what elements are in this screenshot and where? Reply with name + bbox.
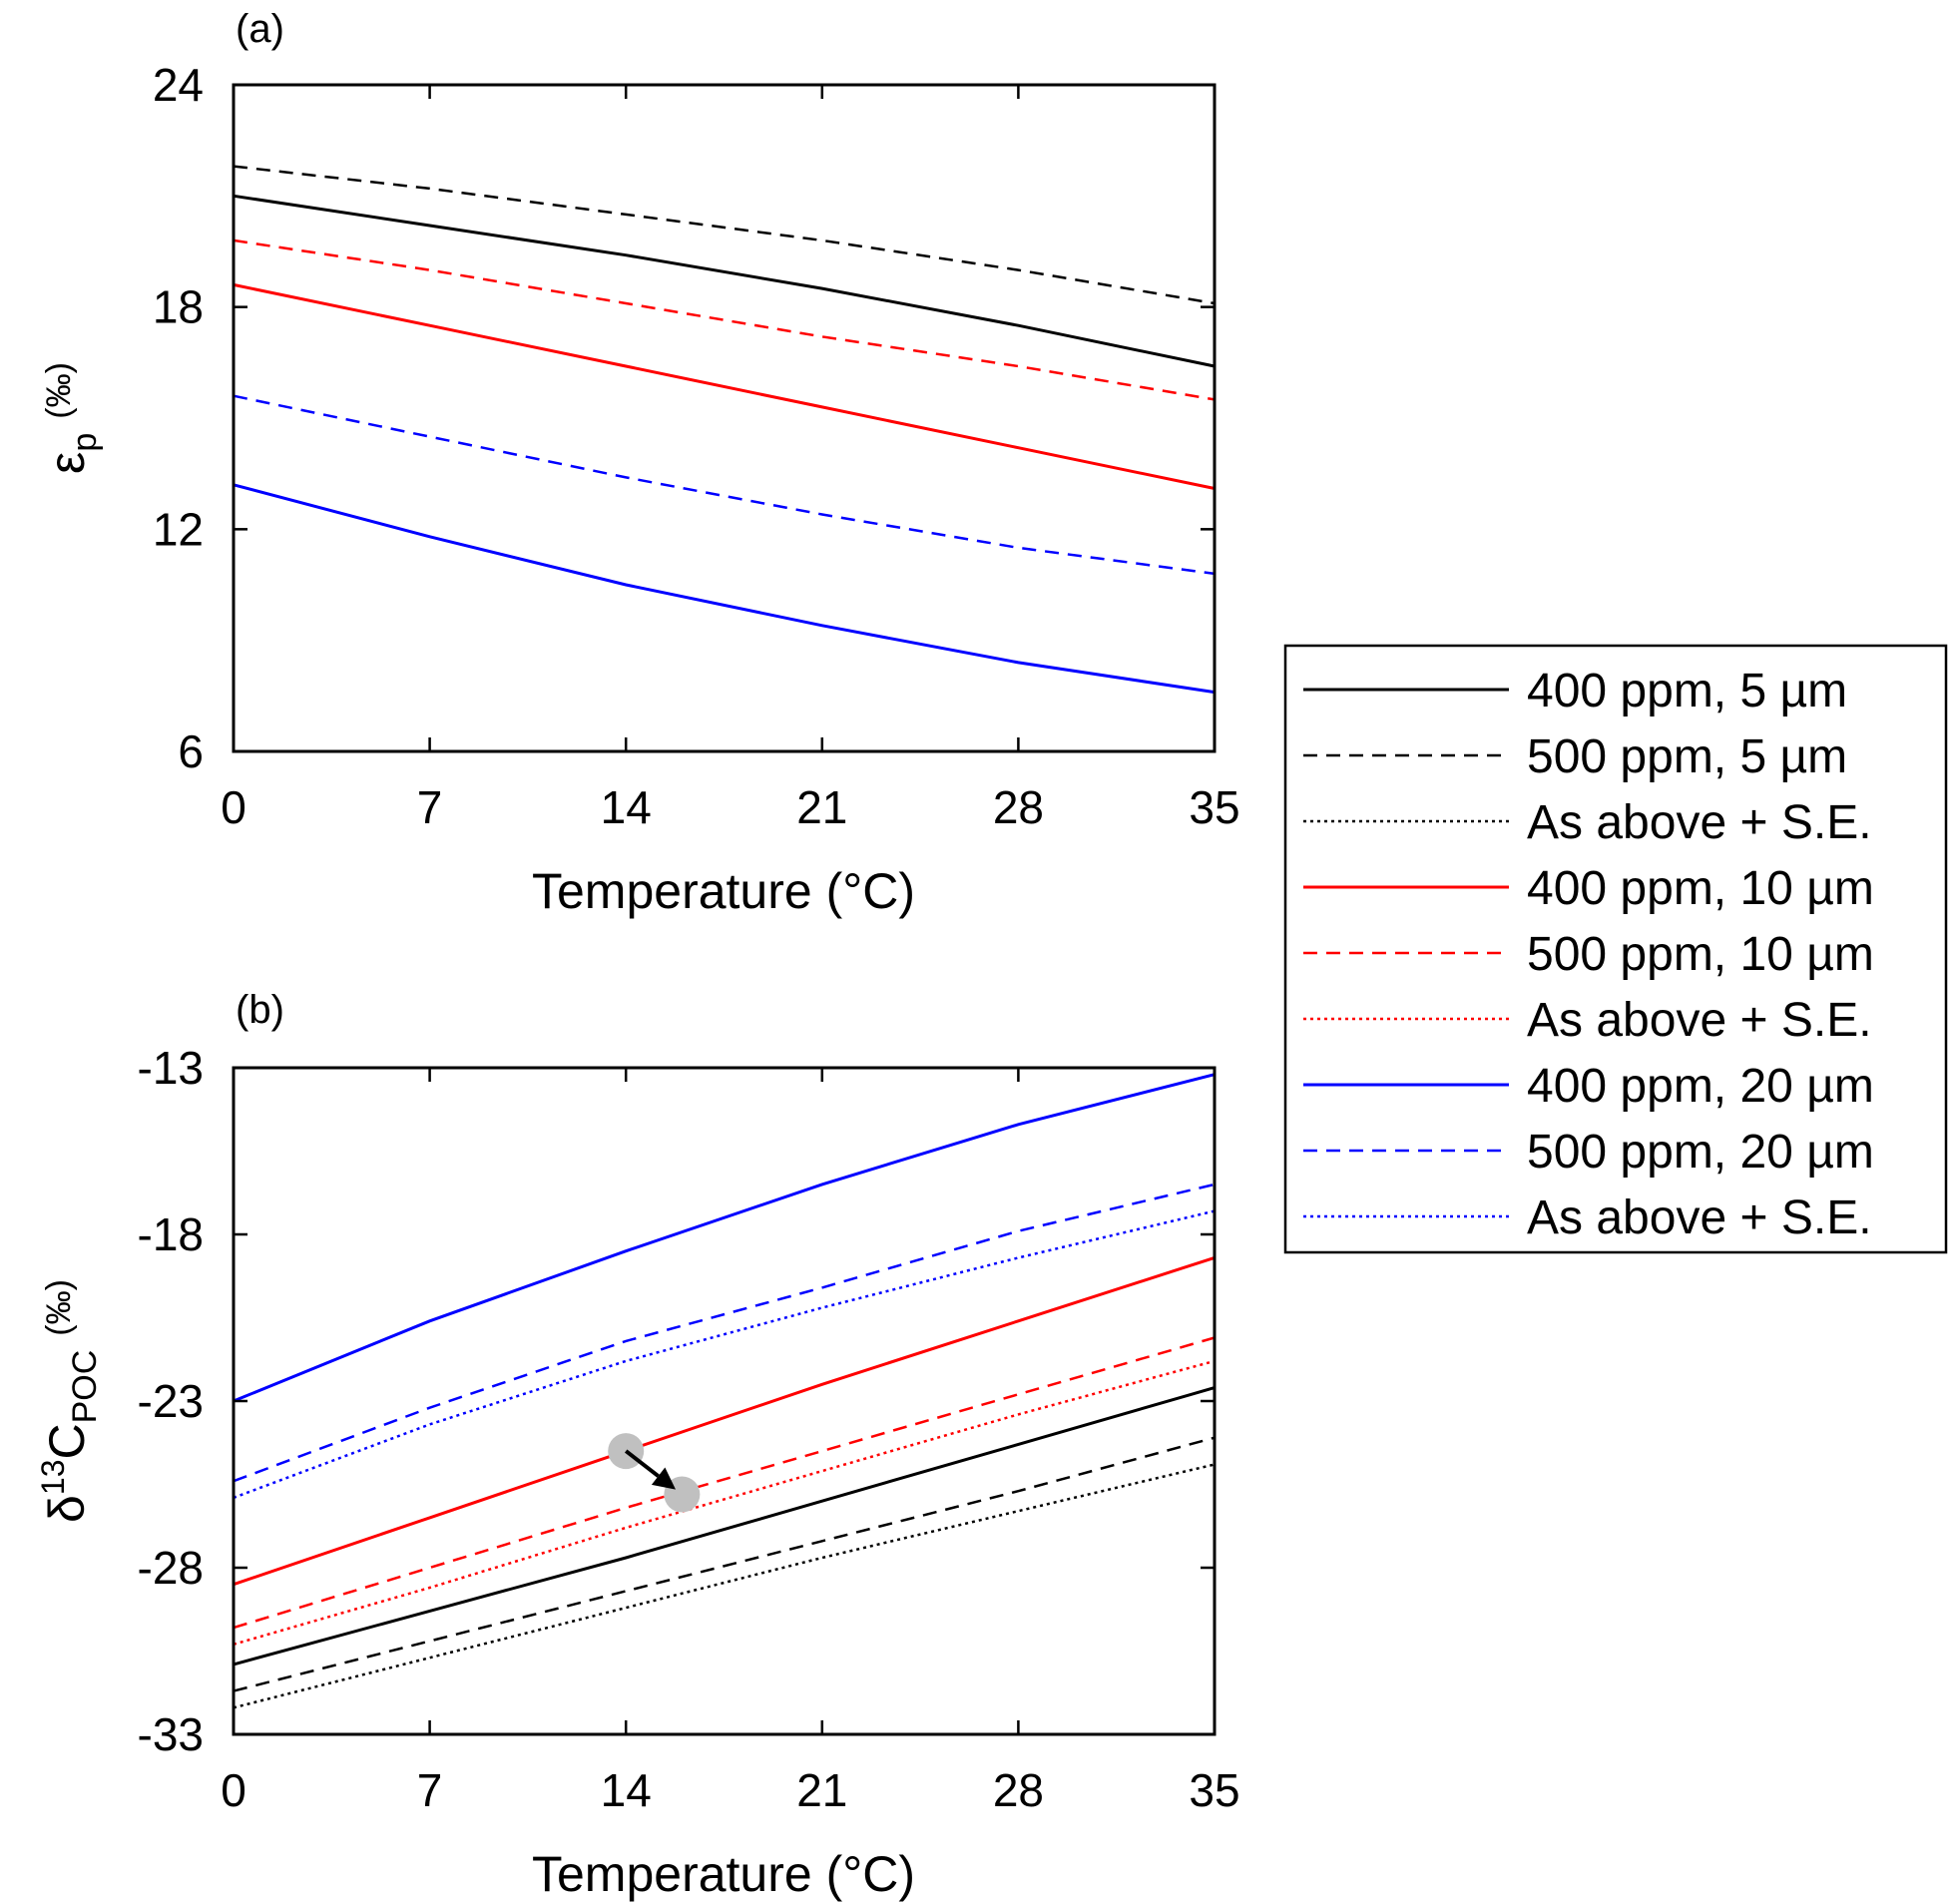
- panel-a-series-0-line: [233, 194, 1216, 368]
- panel-b-y-axis-label: δ13CPOC (‰): [35, 1279, 104, 1523]
- panel-b-x-tick-label: 7: [417, 1764, 443, 1816]
- panel-b-x-tick-label: 0: [221, 1764, 246, 1816]
- panel-b-y-ticks: -33 -28 -23 -18 -13: [138, 1042, 1215, 1760]
- legend-label: As above + S.E.: [1527, 994, 1872, 1047]
- legend-entries: 400 ppm, 5 µm 500 ppm, 5 µm As above + S.E…: [1303, 665, 1874, 1244]
- legend-label: 500 ppm, 10 µm: [1527, 928, 1874, 981]
- panel-b-series-8-line: [233, 1209, 1216, 1500]
- panel-b-y-tick-label: -33: [138, 1708, 204, 1760]
- panel-b-series-7-line: [233, 1183, 1216, 1483]
- panel-b-series-2-line: [233, 1463, 1216, 1709]
- legend-label: As above + S.E.: [1527, 796, 1872, 849]
- panel-b-series-1-line: [233, 1436, 1216, 1692]
- panel-b-x-axis-label: Temperature (°C): [532, 1846, 915, 1902]
- panel-b-y-tick-label: -13: [138, 1042, 204, 1094]
- panel-b-y-tick-label: -28: [138, 1542, 204, 1594]
- panel-a-x-tick-label: 7: [417, 781, 443, 833]
- panel-b-series: [233, 1073, 1216, 1709]
- panel-b-y-axis-symbol-c: C: [39, 1423, 95, 1459]
- panel-a-series-1-line: [233, 165, 1216, 305]
- panel-b-y-axis-unit: (‰): [40, 1279, 78, 1336]
- panel-a-x-tick-label: 35: [1189, 781, 1239, 833]
- panel-b-x-tick-label: 35: [1189, 1764, 1239, 1816]
- panel-b-series-0-line: [233, 1386, 1216, 1666]
- panel-a-series-5-line: [233, 394, 1216, 576]
- panel-a-plot-frame: [232, 83, 1217, 753]
- panel-b-annotation-arrow: [608, 1433, 701, 1513]
- panel-a-x-tick-label: 28: [993, 781, 1044, 833]
- panel-b-series-3-line: [233, 1255, 1216, 1587]
- panel-a-y-ticks: 6 12 18 24: [153, 59, 1215, 777]
- panel-a-label: (a): [236, 7, 284, 51]
- panel-a-y-tick-label: 18: [153, 281, 204, 333]
- panel-b-y-tick-label: -23: [138, 1375, 204, 1427]
- legend-label: 400 ppm, 10 µm: [1527, 862, 1874, 915]
- legend-label: 400 ppm, 5 µm: [1527, 665, 1847, 717]
- panel-a-y-axis-subscript: p: [66, 433, 104, 452]
- panel-a-x-axis-label: Temperature (°C): [532, 863, 915, 919]
- panel-b-x-tick-label: 21: [796, 1764, 847, 1816]
- panel-a-y-axis-label: εp (‰): [39, 362, 104, 474]
- panel-a-series: [233, 165, 1216, 695]
- panel-a-y-tick-label: 24: [153, 59, 204, 111]
- panel-a-series-3-line: [233, 238, 1216, 401]
- panel-b-series-6-line: [233, 1073, 1216, 1403]
- panel-b-y-axis-superscript: 13: [35, 1460, 71, 1496]
- annotation-arrow-shaft: [624, 1449, 660, 1478]
- panel-a-y-axis-unit: (‰): [40, 362, 78, 419]
- panel-a-y-axis-symbol: ε: [39, 452, 95, 474]
- legend: 400 ppm, 5 µm 500 ppm, 5 µm As above + S.E…: [1283, 644, 1948, 1254]
- panel-b-x-ticks: 0 7 14 21 28 35: [221, 1068, 1240, 1816]
- annotation-arrow-head: [651, 1467, 677, 1490]
- panel-b-x-tick-label: 28: [993, 1764, 1044, 1816]
- panel-b-y-axis-symbol: δ: [39, 1495, 95, 1523]
- legend-label: 500 ppm, 20 µm: [1527, 1126, 1874, 1179]
- panel-b-label: (b): [236, 988, 284, 1032]
- panel-b-x-tick-label: 14: [601, 1764, 652, 1816]
- panel-a-x-tick-label: 0: [221, 781, 246, 833]
- panel-b-series-5-line: [233, 1359, 1216, 1647]
- panel-a-x-ticks: 0 7 14 21 28 35: [221, 85, 1240, 833]
- panel-a-series-4-line: [233, 483, 1216, 695]
- panel-a-series-2-line: [233, 282, 1216, 490]
- panel-b-y-axis-subscript: POC: [66, 1350, 104, 1424]
- legend-label: As above + S.E.: [1527, 1191, 1872, 1244]
- panel-a-x-tick-label: 14: [601, 781, 652, 833]
- panel-a-y-tick-label: 6: [178, 725, 204, 777]
- panel-b: (b) 0 7 14 21 28 35 -33 -28 -23 -18 -13 Temperatu…: [35, 988, 1240, 1902]
- panel-b-y-tick-label: -18: [138, 1208, 204, 1260]
- legend-label: 500 ppm, 5 µm: [1527, 730, 1847, 783]
- panel-b-series-4-line: [233, 1336, 1216, 1630]
- panel-a-x-tick-label: 21: [796, 781, 847, 833]
- legend-label: 400 ppm, 20 µm: [1527, 1060, 1874, 1113]
- panel-a-y-tick-label: 12: [153, 503, 204, 555]
